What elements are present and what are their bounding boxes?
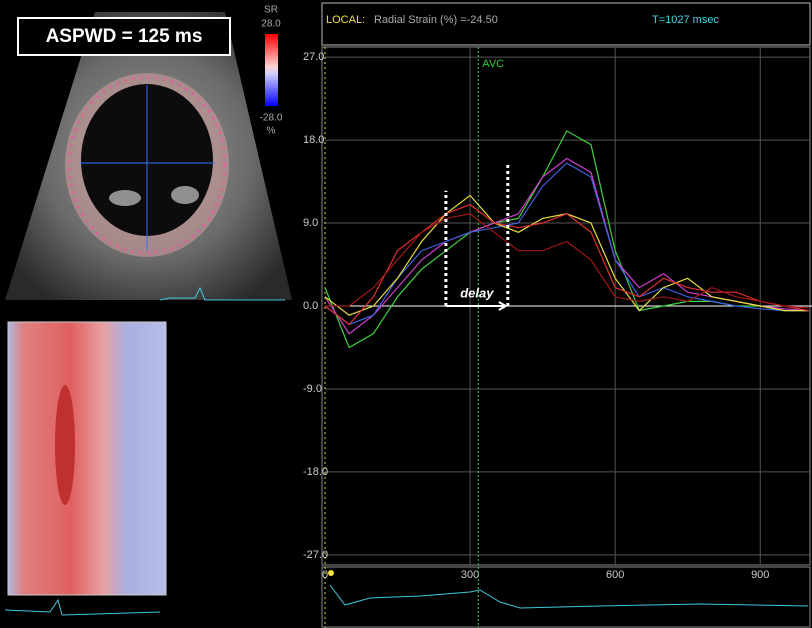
y-tick-label: -18.0 bbox=[303, 466, 328, 478]
x-tick-label: 300 bbox=[461, 569, 479, 581]
colorbar-unit: % bbox=[267, 126, 276, 137]
y-tick-label: 18.0 bbox=[303, 134, 324, 146]
aspwd-label: ASPWD = 125 ms bbox=[46, 26, 203, 47]
m-mode-peak bbox=[55, 385, 75, 505]
colorbar bbox=[265, 34, 278, 106]
chart-title: Radial Strain (%) =-24.50 bbox=[374, 14, 498, 26]
y-tick-label: 0.0 bbox=[303, 300, 318, 312]
colorbar-title: SR bbox=[264, 5, 278, 16]
x-tick-label: 600 bbox=[606, 569, 624, 581]
ecg-marker bbox=[328, 570, 334, 576]
y-tick-label: -9.0 bbox=[303, 383, 322, 395]
colorbar-tick: 28.0 bbox=[261, 19, 281, 30]
delay-label: delay bbox=[460, 285, 494, 300]
x-tick-label: 900 bbox=[751, 569, 769, 581]
screen: ASPWD = 125 ms SR 28.0 -28.0 % LOCAL: Ra… bbox=[0, 0, 812, 628]
y-tick-label: -27.0 bbox=[303, 549, 328, 561]
papillary bbox=[109, 190, 141, 206]
header-label: LOCAL: bbox=[326, 14, 365, 26]
m-mode-panel bbox=[8, 322, 166, 595]
time-label: T=1027 msec bbox=[652, 14, 719, 26]
avc-label: AVC bbox=[482, 58, 504, 70]
y-tick-label: 9.0 bbox=[303, 217, 318, 229]
x-tick-label: 0 bbox=[322, 569, 328, 581]
papillary bbox=[171, 186, 199, 204]
colorbar-tick: -28.0 bbox=[260, 113, 283, 124]
y-tick-label: 27.0 bbox=[303, 51, 324, 63]
page: ASPWD = 125 ms SR 28.0 -28.0 % LOCAL: Ra… bbox=[0, 0, 812, 628]
